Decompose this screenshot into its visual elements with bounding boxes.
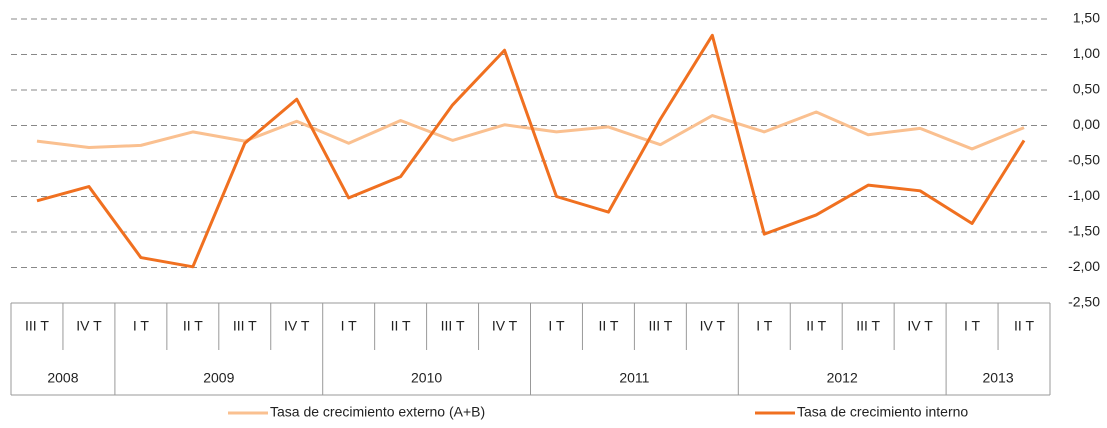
y-tick-label: 0,00 bbox=[1073, 116, 1100, 132]
y-tick-label: -1,50 bbox=[1068, 223, 1100, 239]
y-tick-label: 1,50 bbox=[1073, 10, 1100, 26]
legend-label: Tasa de crecimiento interno bbox=[797, 404, 968, 420]
x-tick-label: II T bbox=[806, 318, 826, 334]
x-tick-label: I T bbox=[341, 318, 358, 334]
x-group-label: 2011 bbox=[619, 370, 649, 386]
series-line bbox=[36, 110, 1025, 151]
x-tick-label: III T bbox=[856, 318, 880, 334]
series-line bbox=[36, 33, 1026, 269]
x-group-label: 2010 bbox=[411, 370, 442, 386]
y-tick-label: -2,50 bbox=[1068, 294, 1100, 310]
legend-label: Tasa de crecimiento externo (A+B) bbox=[270, 404, 485, 420]
x-tick-label: IV T bbox=[907, 318, 933, 334]
y-tick-label: -2,00 bbox=[1068, 258, 1100, 274]
x-tick-label: I T bbox=[133, 318, 150, 334]
y-tick-label: 1,00 bbox=[1073, 45, 1100, 61]
x-tick-label: IV T bbox=[492, 318, 518, 334]
y-tick-label: -0,50 bbox=[1068, 152, 1100, 168]
x-tick-label: IV T bbox=[76, 318, 102, 334]
x-tick-label: IV T bbox=[284, 318, 310, 334]
x-tick-label: III T bbox=[25, 318, 49, 334]
y-tick-label: -1,00 bbox=[1068, 187, 1100, 203]
x-group-label: 2013 bbox=[982, 370, 1013, 386]
x-tick-label: IV T bbox=[700, 318, 726, 334]
y-tick-label: 0,50 bbox=[1073, 81, 1100, 97]
x-tick-label: I T bbox=[756, 318, 773, 334]
x-tick-label: III T bbox=[233, 318, 257, 334]
x-tick-label: II T bbox=[391, 318, 411, 334]
x-tick-label: III T bbox=[441, 318, 465, 334]
x-tick-label: II T bbox=[598, 318, 618, 334]
x-group-label: 2012 bbox=[827, 370, 858, 386]
x-tick-label: I T bbox=[964, 318, 981, 334]
x-tick-label: I T bbox=[548, 318, 565, 334]
x-tick-label: III T bbox=[648, 318, 672, 334]
x-tick-label: II T bbox=[1014, 318, 1034, 334]
x-group-label: 2008 bbox=[47, 370, 78, 386]
x-group-label: 2009 bbox=[203, 370, 234, 386]
x-tick-label: II T bbox=[183, 318, 203, 334]
